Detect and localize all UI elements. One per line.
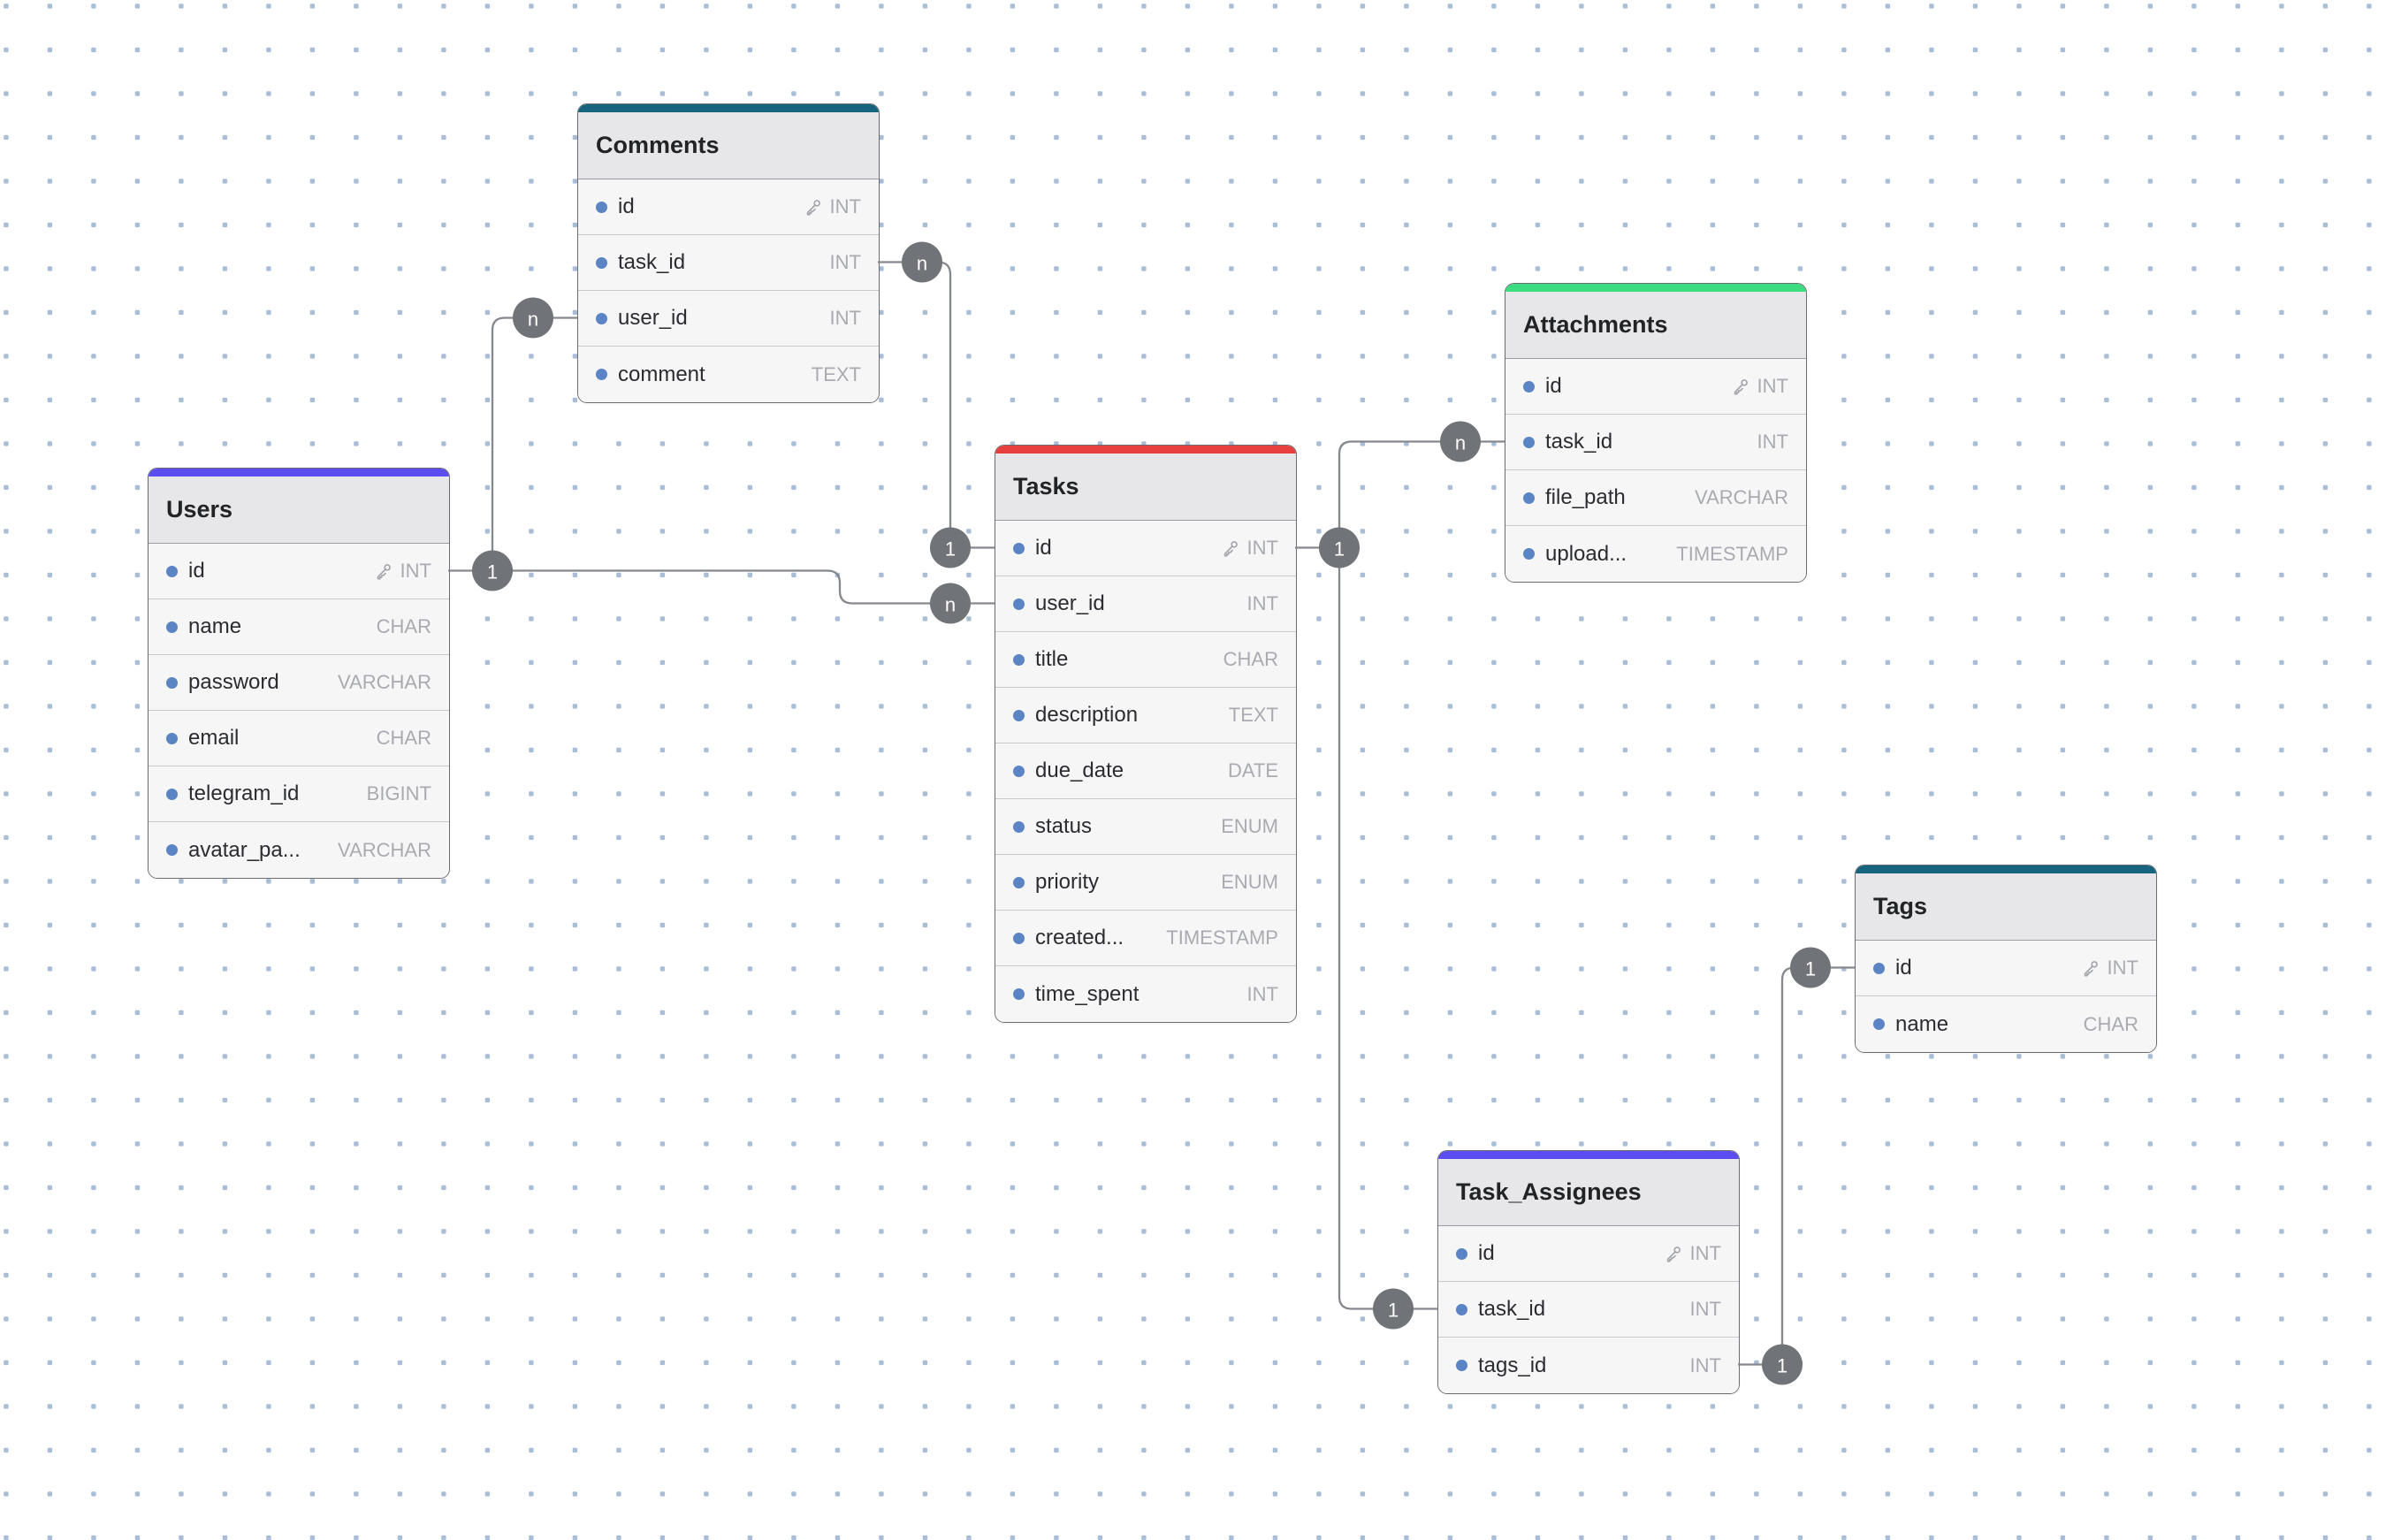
svg-text:1: 1 [945,538,956,560]
svg-text:n: n [917,253,927,275]
svg-text:n: n [1455,432,1466,454]
svg-text:1: 1 [487,561,498,583]
svg-text:n: n [945,594,956,616]
svg-text:1: 1 [1388,1300,1399,1322]
svg-text:n: n [528,309,538,331]
svg-text:1: 1 [1777,1355,1787,1377]
svg-text:1: 1 [1805,958,1816,980]
svg-text:1: 1 [1334,538,1345,560]
